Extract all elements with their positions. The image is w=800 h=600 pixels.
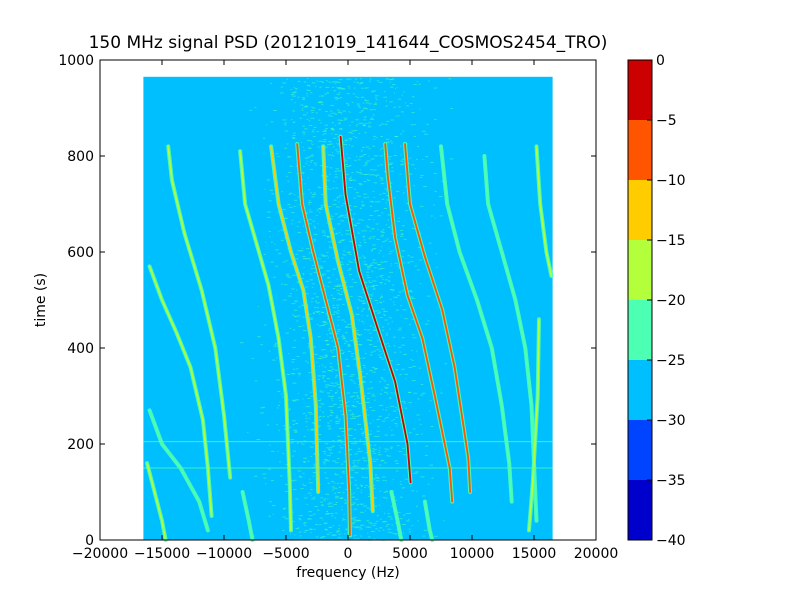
track-n bbox=[148, 409, 209, 532]
track-g bbox=[167, 145, 232, 479]
colorbar-tick-label: −10 bbox=[656, 173, 686, 189]
y-tick-label: 200 bbox=[67, 437, 94, 453]
x-axis: −20000 −15000 −10000 −5000 0 5000 10000 15000 20… bbox=[72, 60, 618, 562]
colorbar-tick-label: −20 bbox=[656, 293, 686, 309]
track-q bbox=[424, 500, 434, 541]
colorbar-bin bbox=[628, 420, 652, 480]
colorbar-bin bbox=[628, 180, 652, 240]
colorbar-bin bbox=[628, 120, 652, 180]
y-tick-label: 0 bbox=[85, 533, 94, 549]
colorbar-tick-label: 0 bbox=[656, 53, 665, 69]
colorbar-bin bbox=[628, 300, 652, 360]
x-tick-label: 15000 bbox=[512, 546, 557, 562]
colorbar-tick-label: −35 bbox=[656, 473, 686, 489]
x-tick-label: −5000 bbox=[262, 546, 309, 562]
track-central-strong bbox=[339, 135, 412, 484]
track-h bbox=[148, 265, 213, 517]
colorbar-tick-label: −5 bbox=[656, 113, 677, 129]
signal-tracks bbox=[145, 134, 554, 542]
x-axis-label: frequency (Hz) bbox=[296, 565, 399, 581]
colorbar-bin bbox=[628, 240, 652, 300]
colorbar: 0 −5 −10 −15 −20 −25 −30 −35 −40 bbox=[627, 53, 686, 549]
x-tick-label: 0 bbox=[344, 546, 353, 562]
y-tick-label: 800 bbox=[67, 149, 94, 165]
track-c bbox=[322, 145, 374, 513]
track-b bbox=[404, 143, 471, 493]
x-tick-label: −10000 bbox=[196, 546, 252, 562]
x-tick-label: −20000 bbox=[72, 546, 128, 562]
track-f bbox=[239, 150, 292, 532]
y-axis-label: time (s) bbox=[33, 273, 49, 327]
track-a bbox=[384, 143, 454, 503]
x-tick-label: 5000 bbox=[392, 546, 428, 562]
y-tick-label: 1000 bbox=[58, 53, 94, 69]
x-tick-label: 20000 bbox=[574, 546, 619, 562]
track-j bbox=[440, 145, 513, 503]
colorbar-tick-label: −30 bbox=[656, 413, 686, 429]
x-tick-label: −15000 bbox=[134, 546, 190, 562]
spectrogram-heatmap bbox=[143, 76, 554, 542]
colorbar-bin bbox=[628, 360, 652, 420]
track-p bbox=[390, 491, 403, 541]
y-axis: 0 200 400 600 800 1000 bbox=[58, 53, 596, 549]
track-l bbox=[535, 145, 553, 277]
colorbar-tick-label: −40 bbox=[656, 533, 686, 549]
colorbar-tick-label: −25 bbox=[656, 353, 686, 369]
track-e bbox=[270, 145, 320, 493]
chart-title: 150 MHz signal PSD (20121019_141644_COSM… bbox=[89, 33, 608, 53]
track-o bbox=[241, 491, 254, 541]
y-tick-label: 400 bbox=[67, 341, 94, 357]
track-i bbox=[146, 462, 167, 541]
x-tick-label: 10000 bbox=[450, 546, 495, 562]
colorbar-bin bbox=[628, 60, 652, 120]
y-tick-label: 600 bbox=[67, 245, 94, 261]
colorbar-tick-label: −15 bbox=[656, 233, 686, 249]
colorbar-bin bbox=[628, 480, 652, 540]
track-m bbox=[528, 318, 540, 532]
track-d bbox=[296, 143, 351, 537]
